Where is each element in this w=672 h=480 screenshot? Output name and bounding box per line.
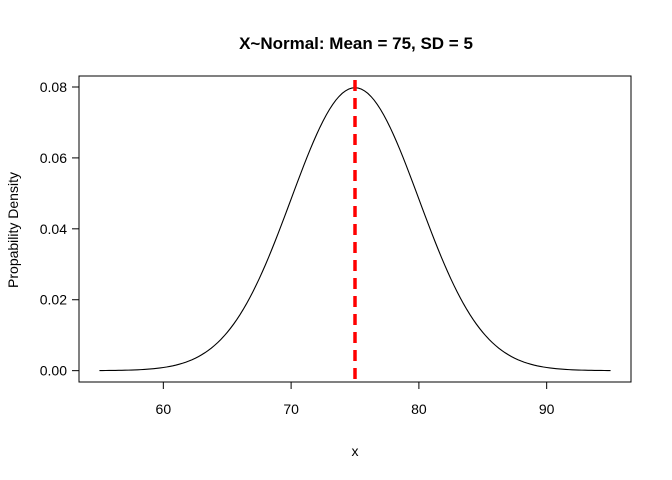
y-tick-label: 0.06 [40,150,67,166]
x-tick-label: 80 [411,401,427,417]
x-tick-label: 60 [156,401,172,417]
x-axis-label: x [352,443,359,459]
y-tick-label: 0.04 [40,221,67,237]
y-tick-label: 0.08 [40,79,67,95]
x-axis: 60 70 80 90 [156,381,555,417]
x-tick-label: 70 [283,401,299,417]
plot-area [78,75,632,383]
y-axis-label: Propability Density [5,172,21,288]
y-axis: 0.00 0.02 0.04 0.06 0.08 [40,79,80,379]
y-tick-label: 0.00 [40,363,67,379]
x-tick-label: 90 [539,401,555,417]
chart-title: X~Normal: Mean = 75, SD = 5 [239,34,473,53]
y-tick-label: 0.02 [40,292,67,308]
